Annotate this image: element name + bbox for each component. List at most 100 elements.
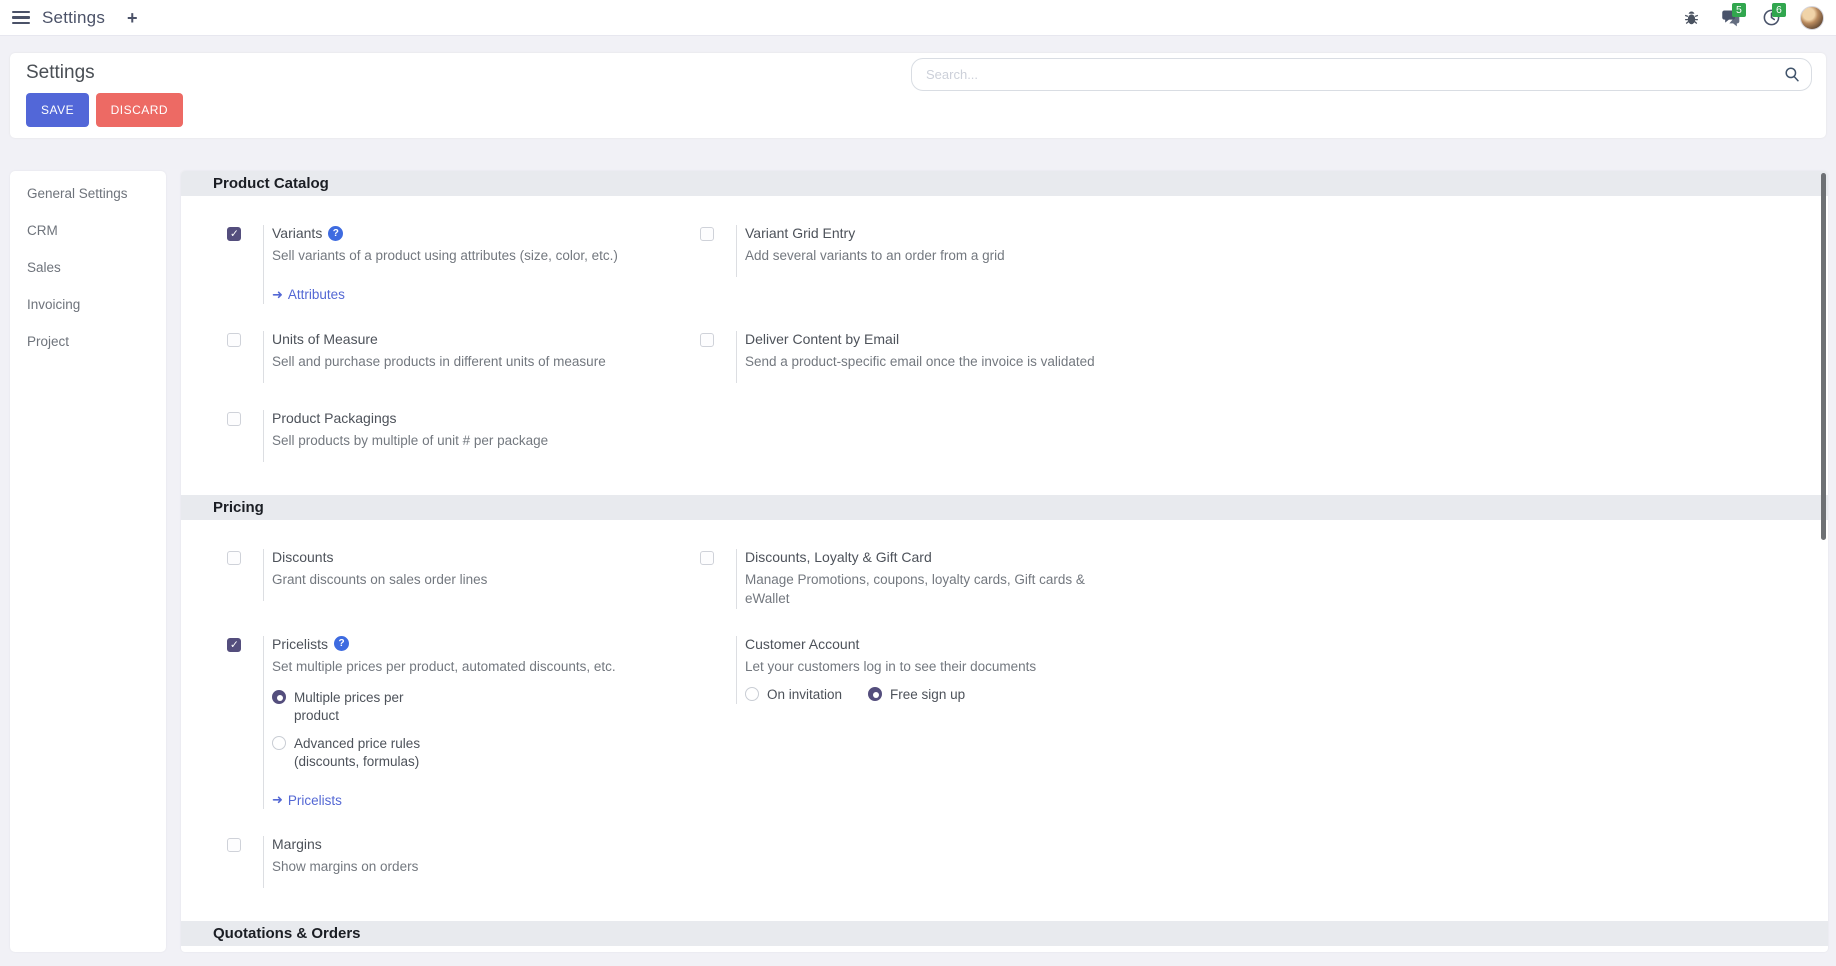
section-header-quotations-orders: Quotations & Orders: [181, 921, 1828, 947]
help-icon[interactable]: ?: [334, 636, 350, 652]
messages-count-badge: 5: [1732, 2, 1746, 17]
setting-content: Units of Measure Sell and purchase produc…: [263, 330, 606, 383]
pricelists-checkbox[interactable]: [227, 637, 241, 652]
arrow-right-icon: ➜: [272, 792, 283, 808]
checkbox-slot: [700, 332, 714, 347]
section-rows: Discounts Grant discounts on sales order …: [181, 520, 1828, 922]
activities-count-badge: 6: [1772, 2, 1786, 17]
setting-product-packagings: Product Packagings Sell products by multi…: [227, 409, 700, 462]
sidebar-item-invoicing[interactable]: Invoicing: [27, 297, 81, 312]
setting-content: Discounts, Loyalty & Gift Card Manage Pro…: [736, 548, 1085, 609]
discounts-loyalty-gift-card-checkbox[interactable]: [700, 550, 714, 565]
sidebar-list: General Settings CRM Sales Invoicing Project: [10, 175, 166, 360]
user-avatar[interactable]: [1800, 5, 1824, 30]
radio-button[interactable]: [272, 690, 286, 705]
top-navbar: Settings + 5 6: [0, 0, 1836, 36]
help-icon[interactable]: ?: [328, 225, 344, 241]
radio-group: Multiple prices per product Advanced pric…: [272, 689, 616, 771]
hamburger-menu-icon[interactable]: [12, 11, 30, 24]
checkbox-slot: [227, 227, 241, 241]
setting-content: Margins Show margins on orders: [263, 836, 419, 889]
checkbox-slot: [227, 637, 241, 652]
setting-customer-account: Customer Account Let your customers log i…: [700, 635, 1808, 705]
topbar-app-title[interactable]: Settings: [42, 7, 106, 27]
checkbox-slot: [700, 550, 714, 565]
debug-bug-icon[interactable]: [1680, 7, 1702, 29]
radio-option-on-invitation[interactable]: On invitation: [745, 686, 842, 704]
radio-button[interactable]: [745, 687, 759, 702]
topbar-systray: 5 6: [1680, 2, 1824, 30]
setting-description: Show margins on orders: [272, 859, 419, 875]
radio-option-multiple-prices-per[interactable]: Multiple prices per product: [272, 689, 616, 725]
setting-label: Pricelists: [272, 635, 329, 652]
product-packagings-checkbox[interactable]: [227, 411, 241, 426]
deliver-content-by-email-checkbox[interactable]: [700, 332, 714, 347]
setting-content: Deliver Content by Email Send a product-s…: [736, 330, 1095, 383]
section-header-pricing: Pricing: [181, 494, 1828, 520]
save-button[interactable]: SAVE: [26, 93, 90, 127]
link-label: Attributes: [287, 287, 345, 303]
section-rows: Online Signature?Request an online signa…: [181, 946, 1828, 952]
setting-content: Product Packagings Sell products by multi…: [263, 409, 549, 462]
add-tab-button[interactable]: +: [127, 7, 138, 28]
search-input[interactable]: [911, 58, 1812, 91]
setting-description: Add several variants to an order from a …: [745, 248, 1005, 263]
radio-label: Multiple prices per product: [294, 690, 404, 724]
setting-description: Send a product-specific email once the i…: [745, 353, 1095, 369]
section-header-product-catalog: Product Catalog: [181, 171, 1828, 196]
setting-description: Let your customers log in to see their d…: [745, 658, 1037, 674]
setting-label: Deliver Content by Email: [745, 330, 900, 347]
radio-label: Advanced price rules (discounts, formula…: [294, 735, 421, 769]
setting-label: Variants: [272, 225, 323, 241]
checkbox-slot: [227, 550, 241, 565]
setting-discounts: Discounts Grant discounts on sales order …: [227, 548, 700, 601]
radio-button[interactable]: [272, 735, 286, 750]
setting-description: Sell variants of a product using attribu…: [272, 248, 618, 263]
setting-description: Set multiple prices per product, automat…: [272, 658, 616, 674]
setting-description: Sell products by multiple of unit # per …: [272, 432, 549, 448]
radio-option-free-sign-up[interactable]: Free sign up: [868, 686, 965, 704]
page-title: Settings: [26, 62, 95, 83]
discounts-checkbox[interactable]: [227, 550, 241, 565]
setting-label: Product Packagings: [272, 409, 397, 426]
settings-sidebar: General Settings CRM Sales Invoicing Project: [10, 171, 166, 952]
search-icon[interactable]: [1783, 65, 1801, 88]
arrow-right-icon: ➜: [272, 286, 283, 302]
sidebar-item-project[interactable]: Project: [27, 334, 70, 349]
radio-label: Free sign up: [890, 687, 966, 703]
radio-option-advanced-price-rules[interactable]: Advanced price rules (discounts, formula…: [272, 735, 616, 771]
radio-group: On invitation Free sign up: [745, 686, 1036, 704]
vertical-scrollbar[interactable]: [1821, 173, 1826, 540]
activities-clock-icon[interactable]: 6: [1760, 2, 1786, 29]
radio-label: On invitation: [767, 687, 843, 703]
sidebar-item-crm[interactable]: CRM: [27, 223, 58, 238]
setting-units-of-measure: Units of Measure Sell and purchase produc…: [227, 330, 700, 383]
settings-main-panel: Product Catalog Variants? Sell variants of…: [181, 171, 1828, 952]
setting-description: Sell and purchase products in different …: [272, 353, 606, 369]
checkbox-slot: [227, 332, 241, 347]
setting-pricelists: Pricelists? Set multiple prices per produ…: [227, 635, 700, 810]
setting-deliver-content-by-email: Deliver Content by Email Send a product-s…: [700, 330, 1808, 383]
sidebar-item-general-settings[interactable]: General Settings: [27, 186, 128, 201]
checkbox-slot: [227, 411, 241, 426]
search-box: [911, 58, 1812, 91]
variant-grid-entry-checkbox[interactable]: [700, 227, 714, 241]
setting-label: Variant Grid Entry: [745, 225, 856, 241]
messages-icon[interactable]: 5: [1720, 2, 1746, 29]
checkbox-slot: [227, 838, 241, 853]
setting-margins: Margins Show margins on orders: [227, 836, 700, 889]
sidebar-item-sales[interactable]: Sales: [27, 260, 61, 275]
section-rows: Variants? Sell variants of a product usin…: [181, 196, 1828, 495]
setting-content: Variants? Sell variants of a product usin…: [263, 225, 618, 304]
setting-description: Grant discounts on sales order lines: [272, 571, 488, 587]
setting-content: Customer Account Let your customers log i…: [736, 635, 1037, 705]
variants-checkbox[interactable]: [227, 227, 241, 241]
attributes-link[interactable]: ➜ Attributes: [272, 287, 345, 303]
setting-label: Units of Measure: [272, 330, 378, 347]
discard-button[interactable]: DISCARD: [95, 93, 184, 127]
checkbox-slot: [700, 227, 714, 241]
margins-checkbox[interactable]: [227, 838, 241, 853]
radio-button[interactable]: [868, 687, 883, 702]
pricelists-link[interactable]: ➜ Pricelists: [272, 792, 342, 808]
units-of-measure-checkbox[interactable]: [227, 332, 241, 347]
